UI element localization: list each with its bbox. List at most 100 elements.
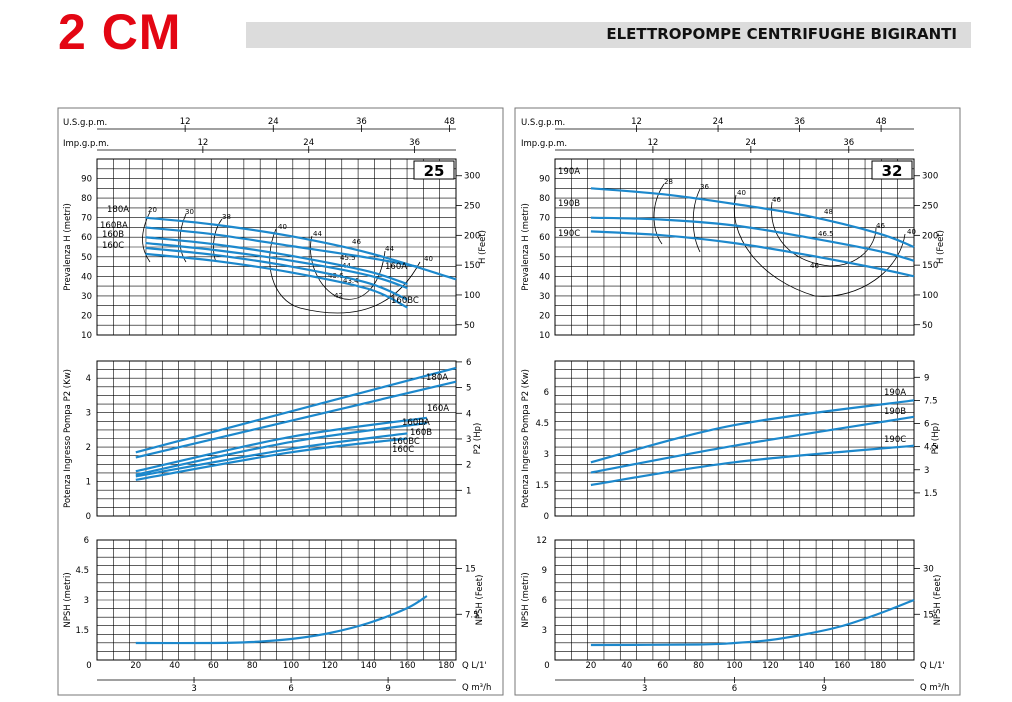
m3h-tick-label: 3 [191,684,196,694]
power-curve-160B [135,421,428,476]
hp-axis-label: P2 (Hp) [473,423,483,455]
flow-tick-label: 180 [438,661,454,671]
hp-tick-label: 3 [924,466,929,476]
power-curve-160C [135,437,408,481]
flow-axis-label: Q L/1' [920,661,945,671]
impgpm-tick-label: 36 [843,138,854,148]
npsh-axis-label: NPSH (metri) [521,572,531,627]
flow-tick-label: 80 [693,661,704,671]
feet-tick-label: 300 [922,172,938,182]
head-curve-160A [145,226,418,268]
power-tick-label: 1.5 [535,481,549,491]
flow-tick-label: 120 [762,661,778,671]
hp-axis-label: P2 (Hp) [931,423,941,455]
hp-tick-label: 1 [466,486,471,496]
head-tick-label: 10 [81,331,92,341]
power-tick-label: 6 [544,388,549,398]
usgpm-axis-label: U.S.g.p.m. [63,118,107,128]
hp-tick-label: 6 [466,358,471,368]
efficiency-label: 42 [334,292,343,300]
flow-tick-label: 40 [621,661,632,671]
head-tick-label: 80 [539,194,550,204]
m3h-tick-label: 9 [822,684,827,694]
power-axis-label: Potenza Ingresso Pompa P2 (Kw) [63,369,73,508]
head-curve-180A [145,216,457,281]
feet-tick-label: 150 [464,261,480,271]
efficiency-label: 36 [700,183,709,191]
power-curve-160BC [135,432,408,478]
efficiency-line [734,194,906,297]
head-tick-label: 80 [81,194,92,204]
page-title: ELETTROPOMPE CENTRIFUGHE BIGIRANTI [606,25,957,43]
efficiency-label: 40 [737,189,746,197]
usgpm-tick-label: 12 [631,117,642,127]
power-series-label: 160B [410,428,432,438]
feet-tick-label: 250 [464,202,480,212]
usgpm-tick-label: 48 [444,117,455,127]
power-curve-190C [590,444,915,487]
usgpm-tick-label: 24 [713,117,724,127]
impgpm-tick-label: 12 [648,138,659,148]
hp-tick-label: 4.5 [924,443,938,453]
flow-tick-label: 160 [834,661,850,671]
head-series-label: 190A [558,167,580,177]
power-series-label: 160BA [402,418,430,428]
plot-border [96,158,457,336]
feet-tick-label: 100 [464,291,480,301]
usgpm-tick-label: 36 [794,117,805,127]
hp-tick-label: 1.5 [924,489,938,499]
feet-tick-label: 50 [922,321,933,331]
head-tick-label: 40 [81,272,92,282]
npsh-curve [135,595,428,645]
usgpm-tick-label: 24 [268,117,279,127]
npsh-tick-label: 9 [542,566,547,576]
flow-tick-label: 140 [361,661,377,671]
model-badge-label: 25 [424,162,445,180]
head-tick-label: 90 [539,175,550,185]
flow-tick-label: 40 [169,661,180,671]
npsh-feet-tick-label: 7.5 [465,610,479,620]
m3h-tick-label: 9 [385,684,390,694]
usgpm-tick-label: 12 [180,117,191,127]
power-tick-label: 1 [86,478,91,488]
model-badge-label: 32 [882,162,903,180]
npsh-tick-label: 4.5 [75,566,89,576]
head-curve-160C [145,252,408,309]
head-series-label: 190C [558,229,580,239]
title-banner: ELETTROPOMPE CENTRIFUGHE BIGIRANTI [246,22,971,48]
flow-tick-label: 60 [208,661,219,671]
power-series-label: 160C [392,445,414,455]
efficiency-label: 40 [278,223,287,231]
head-tick-label: 40 [539,272,550,282]
head-curve-190C [590,230,915,278]
flow-tick-label: 100 [283,661,299,671]
npsh-tick-label: 6 [84,536,89,546]
power-tick-label: 0 [86,512,91,522]
head-tick-label: 90 [81,175,92,185]
power-curve-190A [590,399,915,464]
power-tick-label: 0 [544,512,549,522]
head-series-label: 160B [102,230,124,240]
power-curve-190B [590,415,915,474]
flow-tick-label: 0 [544,661,549,671]
m3h-tick-label: 3 [642,684,647,694]
efficiency-label: 43.4 [343,277,359,285]
feet-axis-label: H (Feet) [936,230,946,264]
hp-tick-label: 9 [924,373,929,383]
plot-border [96,539,457,661]
efficiency-line [213,218,223,263]
efficiency-label: 46 [352,238,361,246]
power-tick-label: 3 [544,450,549,460]
efficiency-label: 46 [772,196,781,204]
power-curve-160A [135,380,457,459]
flow-tick-label: 140 [798,661,814,671]
usgpm-tick-label: 36 [356,117,367,127]
npsh-tick-label: 12 [536,536,547,546]
head-tick-label: 60 [539,233,550,243]
grid-lines [555,540,914,660]
efficiency-label: 20 [148,206,157,214]
npsh-feet-tick-label: 15 [465,565,476,575]
impgpm-tick-label: 12 [197,138,208,148]
efficiency-line [653,183,665,245]
